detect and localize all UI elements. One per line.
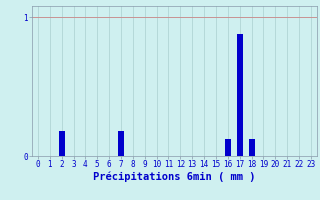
Bar [249, 139, 254, 156]
Bar [59, 131, 65, 156]
Bar [225, 139, 231, 156]
Bar [237, 34, 243, 156]
Bar [118, 131, 124, 156]
X-axis label: Précipitations 6min ( mm ): Précipitations 6min ( mm ) [93, 172, 256, 182]
